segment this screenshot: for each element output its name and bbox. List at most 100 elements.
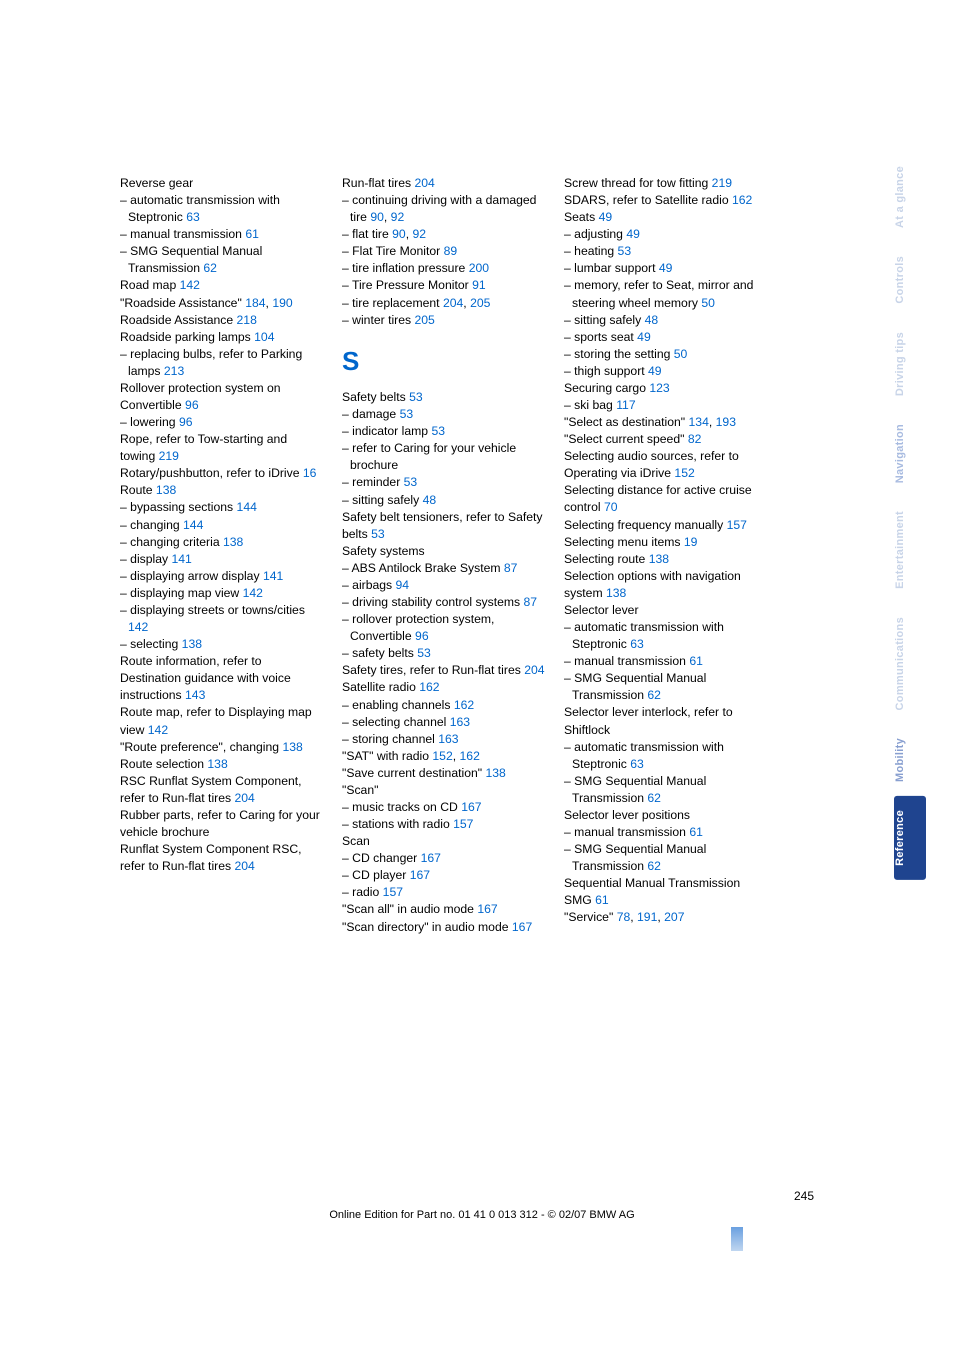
page-link[interactable]: 167 xyxy=(410,868,430,882)
page-link[interactable]: 63 xyxy=(630,637,644,651)
page-link[interactable]: 138 xyxy=(282,740,302,754)
page-link[interactable]: 162 xyxy=(454,698,474,712)
page-link[interactable]: 167 xyxy=(512,920,532,934)
page-link[interactable]: 16 xyxy=(303,466,317,480)
page-link[interactable]: 143 xyxy=(185,688,205,702)
page-link[interactable]: 138 xyxy=(182,637,202,651)
page-link[interactable]: 218 xyxy=(237,313,257,327)
page-link[interactable]: 184 xyxy=(245,296,265,310)
page-link[interactable]: 163 xyxy=(450,715,470,729)
page-link[interactable]: 163 xyxy=(438,732,458,746)
page-link[interactable]: 162 xyxy=(419,680,439,694)
page-link[interactable]: 94 xyxy=(396,578,410,592)
page-link[interactable]: 204 xyxy=(234,859,254,873)
page-link[interactable]: 48 xyxy=(423,493,437,507)
page-link[interactable]: 219 xyxy=(712,176,732,190)
page-link[interactable]: 204 xyxy=(234,791,254,805)
page-link[interactable]: 62 xyxy=(647,688,661,702)
page-link[interactable]: 162 xyxy=(460,749,480,763)
page-link[interactable]: 61 xyxy=(689,654,703,668)
page-link[interactable]: 62 xyxy=(647,791,661,805)
page-link[interactable]: 157 xyxy=(727,518,747,532)
page-link[interactable]: 96 xyxy=(179,415,193,429)
page-link[interactable]: 152 xyxy=(674,466,694,480)
page-link[interactable]: 142 xyxy=(243,586,263,600)
page-link[interactable]: 53 xyxy=(400,407,414,421)
page-link[interactable]: 70 xyxy=(604,500,618,514)
page-link[interactable]: 205 xyxy=(414,313,434,327)
page-link[interactable]: 87 xyxy=(524,595,538,609)
page-link[interactable]: 49 xyxy=(637,330,651,344)
page-link[interactable]: 204 xyxy=(524,663,544,677)
page-link[interactable]: 207 xyxy=(664,910,684,924)
page-link[interactable]: 213 xyxy=(164,364,184,378)
page-link[interactable]: 200 xyxy=(469,261,489,275)
page-link[interactable]: 138 xyxy=(606,586,626,600)
page-link[interactable]: 53 xyxy=(431,424,445,438)
tab-navigation[interactable]: Navigation xyxy=(894,410,926,497)
page-link[interactable]: 104 xyxy=(254,330,274,344)
page-link[interactable]: 53 xyxy=(404,475,418,489)
page-link[interactable]: 138 xyxy=(156,483,176,497)
page-link[interactable]: 62 xyxy=(203,261,217,275)
page-link[interactable]: 89 xyxy=(444,244,458,258)
page-link[interactable]: 204 xyxy=(443,296,463,310)
page-link[interactable]: 78 xyxy=(617,910,631,924)
tab-entertainment[interactable]: Entertainment xyxy=(894,497,926,603)
page-link[interactable]: 90 xyxy=(392,227,406,241)
page-link[interactable]: 157 xyxy=(453,817,473,831)
page-link[interactable]: 50 xyxy=(674,347,688,361)
page-link[interactable]: 53 xyxy=(409,390,423,404)
page-link[interactable]: 82 xyxy=(688,432,702,446)
page-link[interactable]: 19 xyxy=(684,535,698,549)
page-link[interactable]: 190 xyxy=(272,296,292,310)
page-link[interactable]: 49 xyxy=(659,261,673,275)
page-link[interactable]: 167 xyxy=(477,902,497,916)
page-link[interactable]: 138 xyxy=(649,552,669,566)
page-link[interactable]: 204 xyxy=(414,176,434,190)
tab-driving-tips[interactable]: Driving tips xyxy=(894,318,926,410)
page-link[interactable]: 49 xyxy=(626,227,640,241)
page-link[interactable]: 96 xyxy=(415,629,429,643)
page-link[interactable]: 61 xyxy=(245,227,259,241)
page-link[interactable]: 134 xyxy=(689,415,709,429)
page-link[interactable]: 61 xyxy=(689,825,703,839)
page-link[interactable]: 144 xyxy=(183,518,203,532)
page-link[interactable]: 91 xyxy=(472,278,486,292)
page-link[interactable]: 87 xyxy=(504,561,518,575)
page-link[interactable]: 162 xyxy=(732,193,752,207)
tab-reference[interactable]: Reference xyxy=(894,796,926,880)
page-link[interactable]: 142 xyxy=(180,278,200,292)
tab-controls[interactable]: Controls xyxy=(894,242,926,318)
tab-communications[interactable]: Communications xyxy=(894,603,926,724)
page-link[interactable]: 90 xyxy=(370,210,384,224)
page-link[interactable]: 61 xyxy=(595,893,609,907)
page-link[interactable]: 205 xyxy=(470,296,490,310)
page-link[interactable]: 167 xyxy=(461,800,481,814)
page-link[interactable]: 157 xyxy=(383,885,403,899)
page-link[interactable]: 62 xyxy=(647,859,661,873)
page-link[interactable]: 92 xyxy=(391,210,405,224)
page-link[interactable]: 167 xyxy=(421,851,441,865)
page-link[interactable]: 92 xyxy=(412,227,426,241)
tab-mobility[interactable]: Mobility xyxy=(894,724,926,796)
page-link[interactable]: 193 xyxy=(716,415,736,429)
page-link[interactable]: 48 xyxy=(645,313,659,327)
page-link[interactable]: 138 xyxy=(207,757,227,771)
tab-at-a-glance[interactable]: At a glance xyxy=(894,152,926,242)
page-link[interactable]: 138 xyxy=(223,535,243,549)
page-link[interactable]: 123 xyxy=(649,381,669,395)
page-link[interactable]: 191 xyxy=(637,910,657,924)
page-link[interactable]: 144 xyxy=(237,500,257,514)
page-link[interactable]: 96 xyxy=(185,398,199,412)
page-link[interactable]: 63 xyxy=(630,757,644,771)
page-link[interactable]: 152 xyxy=(432,749,452,763)
page-link[interactable]: 142 xyxy=(148,723,168,737)
page-link[interactable]: 63 xyxy=(186,210,200,224)
page-link[interactable]: 49 xyxy=(599,210,613,224)
page-link[interactable]: 141 xyxy=(172,552,192,566)
page-link[interactable]: 53 xyxy=(417,646,431,660)
page-link[interactable]: 53 xyxy=(618,244,632,258)
page-link[interactable]: 117 xyxy=(616,398,635,412)
page-link[interactable]: 53 xyxy=(371,527,385,541)
